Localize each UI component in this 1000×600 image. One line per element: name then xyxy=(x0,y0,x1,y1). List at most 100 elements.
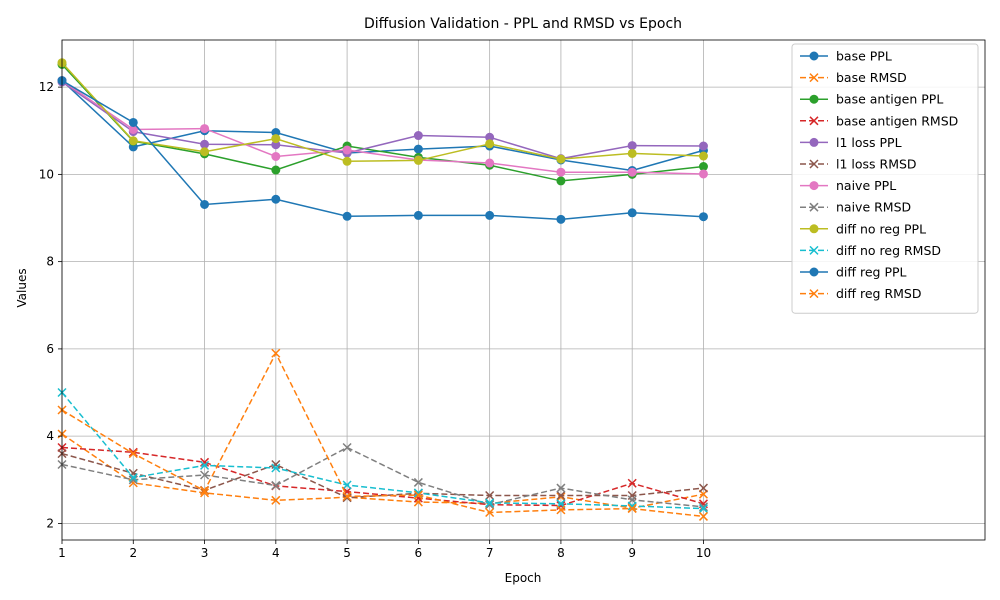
legend-entry: naive RMSD xyxy=(800,200,911,215)
data-point xyxy=(556,490,566,501)
data-point xyxy=(485,139,495,149)
legend-entry: base antigen PPL xyxy=(800,92,943,107)
data-point xyxy=(627,504,637,514)
data-point xyxy=(342,145,352,155)
data-point xyxy=(485,158,495,168)
data-point xyxy=(556,167,566,177)
x-tick-label: 10 xyxy=(696,546,711,560)
data-point xyxy=(627,167,637,177)
data-point xyxy=(271,459,281,470)
data-point xyxy=(698,504,708,514)
y-tick-label: 4 xyxy=(46,429,54,443)
series-line xyxy=(61,80,704,172)
data-point xyxy=(413,144,423,154)
series-line xyxy=(61,351,704,518)
x-tick-label: 1 xyxy=(58,546,66,560)
legend-entry: diff reg RMSD xyxy=(800,286,922,301)
legend-label: diff reg RMSD xyxy=(836,286,922,301)
data-point xyxy=(627,478,637,488)
x-axis-label: Epoch xyxy=(505,571,542,585)
data-point xyxy=(200,139,210,149)
data-point xyxy=(342,442,352,453)
legend-label: base antigen RMSD xyxy=(836,113,958,128)
legend-label: base PPL xyxy=(836,49,892,64)
legend-marker xyxy=(809,245,819,255)
data-point xyxy=(271,348,281,358)
data-point xyxy=(200,199,210,209)
data-point xyxy=(556,483,566,493)
data-point xyxy=(200,486,210,496)
series-line xyxy=(61,81,704,160)
data-point xyxy=(271,463,281,473)
y-tick-label: 2 xyxy=(46,516,54,530)
data-point xyxy=(200,460,210,470)
data-point xyxy=(485,490,495,501)
series-line xyxy=(61,392,704,510)
data-point xyxy=(128,449,138,459)
data-point xyxy=(698,511,708,521)
data-point xyxy=(200,470,210,480)
legend-entry: diff reg PPL xyxy=(800,265,907,280)
legend-label: naive RMSD xyxy=(836,200,911,215)
x-tick-label: 7 xyxy=(486,546,494,560)
series-base-PPL xyxy=(57,76,708,175)
data-point xyxy=(200,124,210,134)
data-point xyxy=(485,498,495,508)
x-tick-label: 8 xyxy=(557,546,565,560)
series-base-antigen-PPL xyxy=(57,59,708,186)
data-point xyxy=(698,502,708,512)
series-diff-reg-PPL xyxy=(57,76,708,224)
data-point xyxy=(271,480,281,490)
series-line xyxy=(61,79,704,221)
y-tick-label: 10 xyxy=(39,167,54,181)
data-point xyxy=(413,155,423,165)
data-point xyxy=(271,134,281,144)
legend-entry: diff no reg RMSD xyxy=(800,243,941,258)
data-point xyxy=(413,131,423,141)
x-tick-label: 5 xyxy=(343,546,351,560)
legend-marker xyxy=(809,202,819,212)
series-base-RMSD xyxy=(57,429,708,513)
data-point xyxy=(698,151,708,161)
data-point xyxy=(128,117,138,127)
series-diff-reg-RMSD xyxy=(57,348,708,521)
data-point xyxy=(200,147,210,157)
data-point xyxy=(413,490,423,500)
legend-entry: l1 loss RMSD xyxy=(800,157,917,172)
legend-marker xyxy=(809,181,819,191)
legend: base PPL base RMSD base antigen PPL base an… xyxy=(791,43,979,314)
series-line xyxy=(61,446,704,508)
legend-label: diff no reg PPL xyxy=(836,221,926,236)
data-point xyxy=(342,480,352,490)
data-point xyxy=(342,491,352,501)
plot-area-frame xyxy=(61,39,986,541)
x-axis-ticks: 1 2 3 4 5 6 7 8 9 10 xyxy=(58,540,711,560)
data-point xyxy=(342,211,352,221)
series-line xyxy=(61,79,704,175)
legend-label: diff no reg RMSD xyxy=(836,243,941,258)
legend-entry: naive PPL xyxy=(800,178,896,193)
data-point xyxy=(342,493,352,503)
legend-marker xyxy=(809,116,819,126)
data-point xyxy=(556,176,566,186)
x-tick-label: 9 xyxy=(628,546,636,560)
data-point xyxy=(556,214,566,224)
legend-marker xyxy=(809,267,819,277)
data-point xyxy=(556,154,566,164)
data-point xyxy=(128,473,138,483)
y-axis-ticks: 2 4 6 8 10 12 xyxy=(39,80,62,530)
series-line xyxy=(61,63,704,182)
series-lines xyxy=(57,58,708,521)
legend-label: base antigen PPL xyxy=(836,92,943,107)
x-tick-label: 6 xyxy=(415,546,423,560)
series-l1-loss-RMSD xyxy=(57,449,708,503)
data-point xyxy=(128,136,138,146)
series-line xyxy=(61,62,704,163)
data-point xyxy=(698,162,708,172)
legend-entry: base antigen RMSD xyxy=(800,113,958,128)
legend-label: base RMSD xyxy=(836,70,907,85)
data-point xyxy=(271,495,281,505)
data-point xyxy=(627,148,637,158)
legend-marker xyxy=(809,159,819,169)
legend-label: l1 loss PPL xyxy=(836,135,902,150)
